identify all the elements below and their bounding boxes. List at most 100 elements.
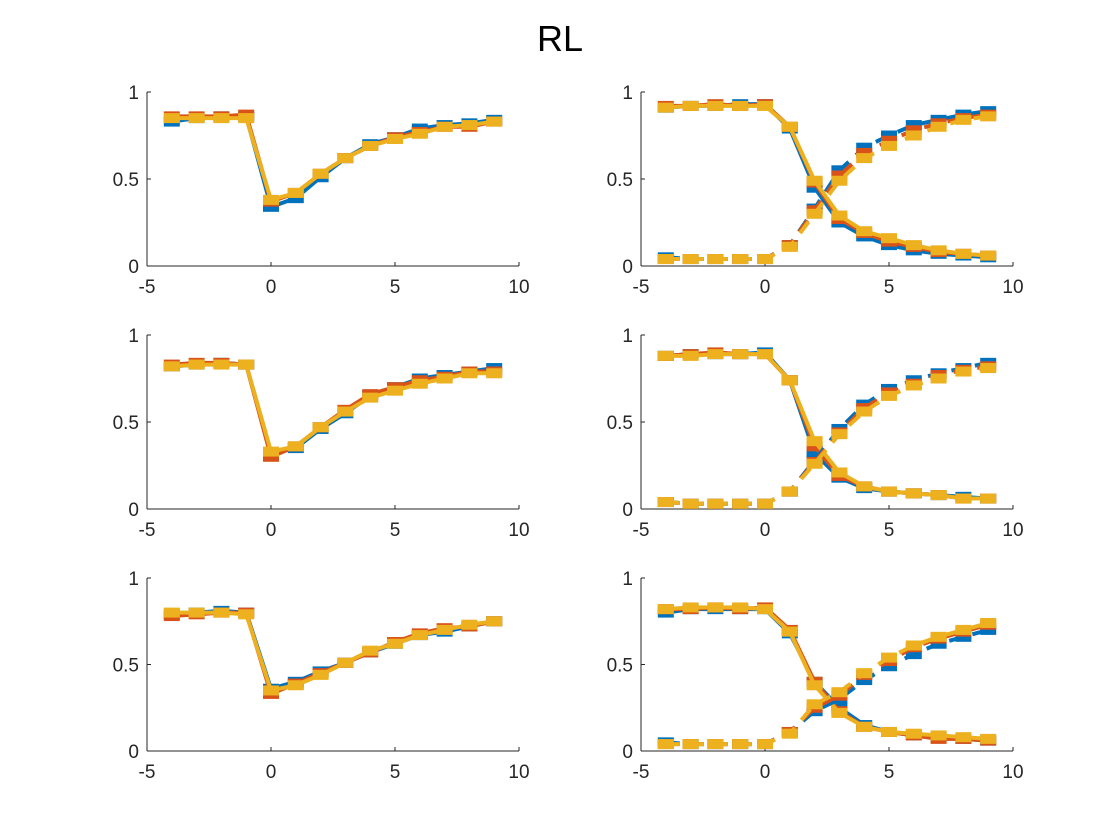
y-tick-label: 0	[128, 500, 139, 521]
data-point	[757, 498, 773, 509]
data-point	[881, 652, 897, 663]
data-point	[682, 350, 699, 361]
data-point	[337, 153, 354, 164]
data-point	[188, 359, 205, 370]
data-point	[213, 113, 230, 124]
data-point	[461, 619, 478, 630]
data-point	[188, 607, 205, 618]
y-tick-label: 1	[622, 569, 633, 590]
y-tick-label: 0.5	[607, 170, 633, 191]
data-point	[781, 241, 798, 252]
data-point	[732, 498, 749, 509]
data-point	[881, 726, 897, 737]
data-point	[707, 349, 724, 360]
y-tick-label: 1	[128, 326, 139, 347]
data-point	[856, 721, 873, 732]
data-point	[980, 363, 997, 374]
data-point	[757, 604, 773, 615]
data-point	[461, 368, 478, 379]
x-tick-label: 10	[1002, 520, 1023, 541]
data-point	[732, 254, 749, 265]
y-tick-label: 0	[622, 257, 633, 278]
x-tick-label: -5	[633, 762, 650, 783]
data-point	[856, 668, 873, 679]
data-point	[905, 130, 922, 141]
x-tick-label: -5	[139, 520, 156, 541]
data-point	[856, 406, 873, 417]
x-tick-label: 5	[884, 762, 895, 783]
x-tick-label: -5	[139, 762, 156, 783]
data-point	[856, 675, 873, 686]
data-point	[486, 368, 503, 379]
series-line-dashed-1	[665, 360, 989, 506]
data-point	[980, 493, 997, 504]
x-tick-label: 10	[1002, 277, 1023, 298]
data-point	[905, 240, 922, 251]
data-point	[213, 607, 230, 618]
y-tick-label: 0.5	[607, 413, 633, 434]
x-tick-label: 5	[884, 277, 895, 298]
data-point	[856, 147, 873, 158]
data-point	[831, 707, 848, 718]
y-tick-label: 0.5	[113, 656, 139, 677]
x-tick-label: 5	[390, 277, 401, 298]
x-tick-label: 5	[390, 762, 401, 783]
data-point	[881, 233, 897, 244]
data-point	[856, 142, 873, 153]
data-point	[387, 638, 403, 649]
data-point	[980, 250, 997, 261]
data-point	[163, 607, 180, 618]
data-point	[930, 638, 947, 649]
data-point	[707, 254, 724, 265]
data-point	[287, 441, 304, 452]
data-point	[682, 739, 699, 750]
data-point	[657, 604, 674, 615]
data-point	[436, 373, 453, 384]
data-point	[682, 100, 699, 111]
data-point	[682, 498, 699, 509]
data-point	[757, 254, 773, 265]
data-point	[980, 111, 997, 122]
data-point	[657, 102, 674, 113]
y-tick-label: 0	[128, 742, 139, 763]
x-tick-label: 10	[508, 520, 529, 541]
data-point	[757, 100, 773, 111]
x-tick-label: 10	[1002, 762, 1023, 783]
data-point	[362, 140, 379, 151]
data-point	[707, 100, 724, 111]
data-point	[657, 739, 674, 750]
data-point	[312, 422, 329, 433]
data-point	[657, 497, 674, 508]
data-point	[930, 121, 947, 132]
data-point	[881, 130, 897, 141]
series-line-solid-2	[665, 605, 989, 743]
data-point	[806, 436, 823, 447]
data-point	[955, 493, 972, 504]
y-tick-label: 0.5	[113, 170, 139, 191]
data-point	[930, 730, 947, 741]
data-point	[781, 486, 798, 497]
data-point	[287, 193, 304, 204]
data-point	[881, 661, 897, 672]
x-tick-label: -5	[139, 277, 156, 298]
data-point	[411, 630, 428, 641]
data-point	[806, 458, 823, 469]
data-point	[461, 120, 478, 131]
data-point	[387, 385, 403, 396]
series-line-dashed-1	[665, 109, 989, 262]
data-point	[930, 373, 947, 384]
x-tick-label: 10	[508, 277, 529, 298]
data-point	[287, 187, 304, 198]
data-point	[781, 121, 798, 132]
data-point	[980, 733, 997, 744]
data-point	[831, 429, 848, 440]
data-point	[955, 248, 972, 259]
series-line-solid-1	[665, 607, 989, 743]
data-point	[213, 359, 230, 370]
data-point	[831, 467, 848, 478]
data-point	[905, 640, 922, 651]
data-point	[486, 116, 503, 127]
